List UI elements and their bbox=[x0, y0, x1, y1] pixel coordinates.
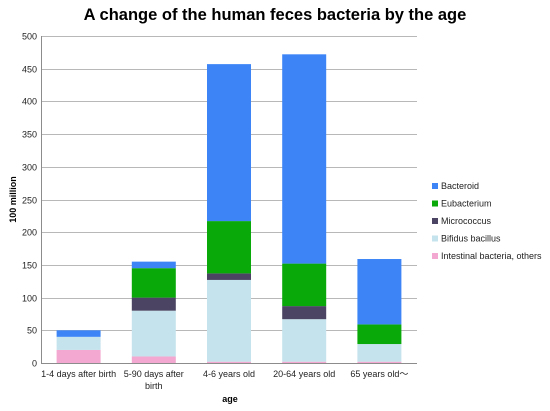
x-tick-label: birth bbox=[145, 381, 163, 391]
bar-segment-eubacterium bbox=[282, 263, 327, 307]
bar-segment-eubacterium bbox=[131, 268, 176, 298]
bar-segment-intestinal-bacteria-others bbox=[56, 349, 101, 363]
bar-segment-micrococcus bbox=[131, 297, 176, 311]
legend-swatch bbox=[432, 200, 438, 207]
bar-segment-micrococcus bbox=[282, 306, 327, 320]
bar-segment-bacteroid bbox=[56, 330, 101, 337]
bar-segment-intestinal-bacteria-others bbox=[282, 361, 327, 363]
legend-label: Bifidus bacillus bbox=[441, 234, 501, 244]
legend-label: Intestinal bacteria, others bbox=[441, 251, 542, 261]
y-tick-label: 300 bbox=[22, 163, 37, 173]
bar-segment-micrococcus bbox=[207, 273, 251, 280]
bar-segment-intestinal-bacteria-others bbox=[357, 361, 402, 363]
bar-segment-eubacterium bbox=[207, 221, 251, 274]
y-tick-label: 350 bbox=[22, 130, 37, 140]
y-tick-label: 150 bbox=[22, 261, 37, 271]
y-tick-label: 100 bbox=[22, 294, 37, 304]
bar-segment-bifidus-bacillus bbox=[56, 336, 101, 350]
legend-swatch bbox=[432, 218, 438, 224]
chart-title: A change of the human feces bacteria by … bbox=[83, 6, 467, 24]
bar-segment-bacteroid bbox=[357, 259, 402, 325]
x-tick-label: 20-64 years old bbox=[273, 369, 335, 379]
legend-swatch bbox=[432, 253, 438, 259]
y-tick-label: 400 bbox=[22, 97, 37, 107]
x-tick-label: 4-6 years old bbox=[203, 369, 255, 379]
x-tick-label: 65 years old〜 bbox=[350, 369, 408, 379]
bar-segment-bifidus-bacillus bbox=[207, 279, 251, 362]
legend-label: Micrococcus bbox=[441, 216, 492, 226]
y-tick-label: 0 bbox=[32, 359, 37, 369]
legend-label: Eubacterium bbox=[441, 199, 492, 209]
bar-segment-eubacterium bbox=[357, 324, 402, 345]
y-tick-label: 250 bbox=[22, 196, 37, 206]
y-tick-label: 500 bbox=[22, 32, 37, 42]
y-tick-label: 50 bbox=[27, 326, 37, 336]
bar-segment-bacteroid bbox=[131, 261, 176, 269]
legend-swatch bbox=[432, 235, 438, 242]
bar-segment-intestinal-bacteria-others bbox=[131, 356, 176, 363]
bar-segment-bifidus-bacillus bbox=[357, 344, 402, 362]
y-axis-title: 100 million bbox=[8, 176, 18, 223]
bar-segment-bifidus-bacillus bbox=[282, 319, 327, 362]
bar-segment-intestinal-bacteria-others bbox=[207, 361, 251, 363]
legend-label: Bacteroid bbox=[441, 181, 479, 191]
y-tick-label: 200 bbox=[22, 228, 37, 238]
bar-segment-bacteroid bbox=[207, 64, 251, 222]
y-tick-label: 450 bbox=[22, 65, 37, 75]
bar-segment-bifidus-bacillus bbox=[131, 310, 176, 357]
x-axis-title: age bbox=[222, 394, 238, 404]
legend-swatch bbox=[432, 183, 438, 189]
bar-segment-bacteroid bbox=[282, 54, 327, 264]
x-tick-label: 5-90 days after bbox=[124, 369, 184, 379]
x-tick-label: 1-4 days after birth bbox=[41, 369, 116, 379]
